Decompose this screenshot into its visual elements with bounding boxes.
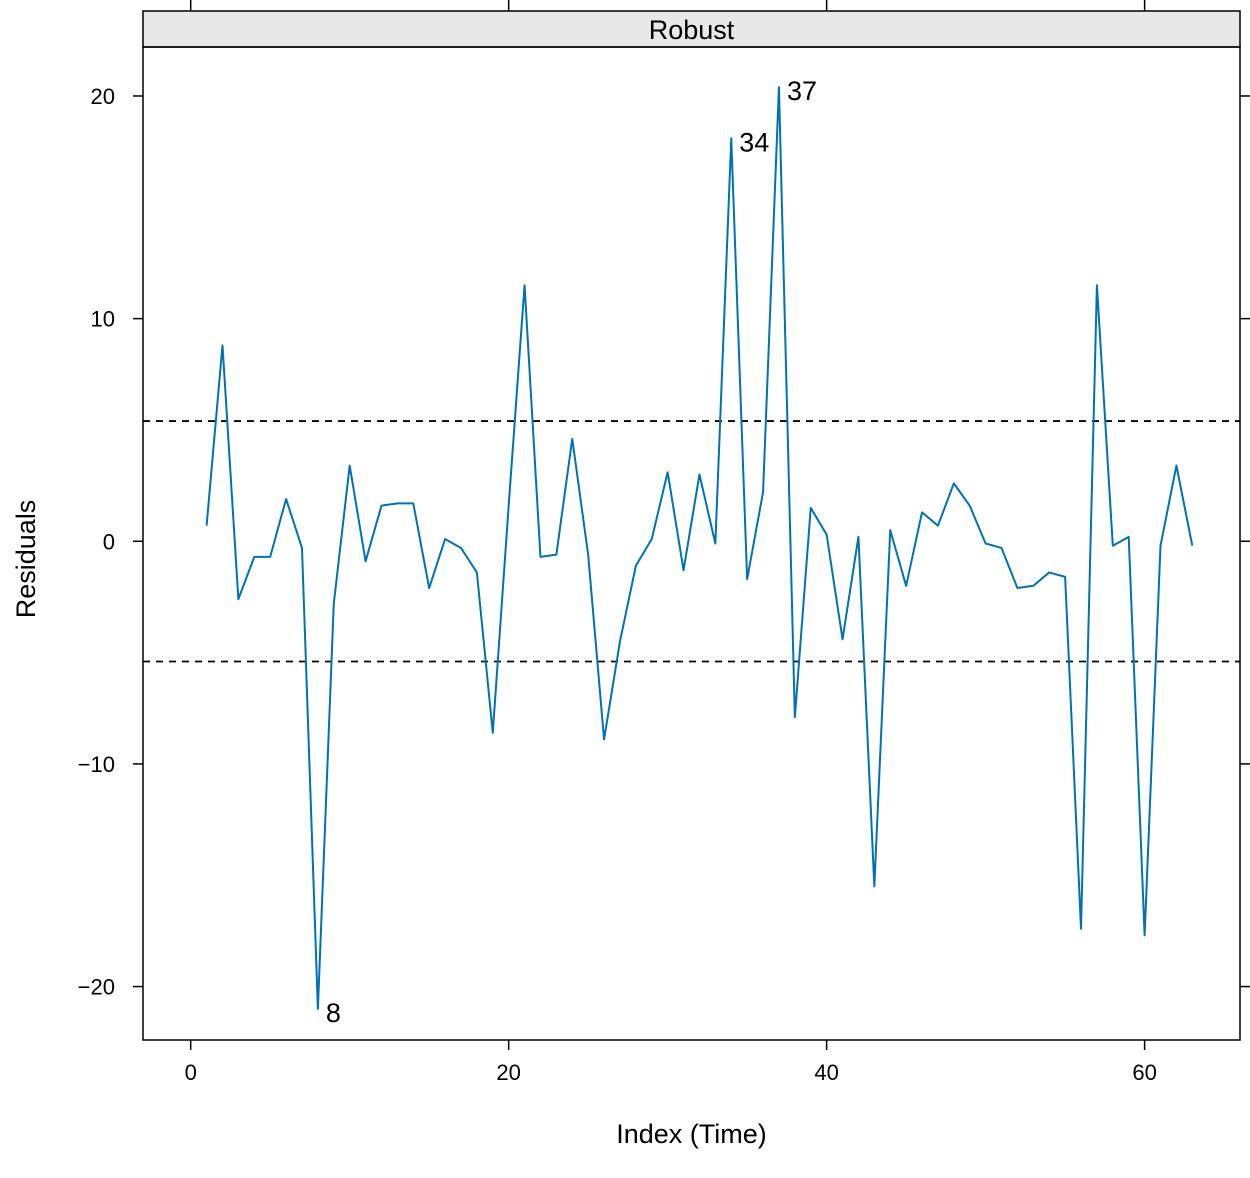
plot-frame xyxy=(142,46,1241,1041)
x-tick-label: 0 xyxy=(185,1060,197,1085)
y-tick-label: −20 xyxy=(78,975,115,1000)
y-tick-label: 10 xyxy=(91,307,115,332)
panel-strip xyxy=(142,10,1241,48)
reference-lines xyxy=(143,420,1240,663)
x-tick-label: 40 xyxy=(814,1060,838,1085)
outlier-label: 34 xyxy=(739,127,769,157)
y-tick-label: 0 xyxy=(103,529,115,554)
y-tick-label: 20 xyxy=(91,84,115,109)
x-tick-label: 20 xyxy=(496,1060,520,1085)
outlier-annotations: 8 34 37 xyxy=(326,76,817,1028)
x-axis-label: Index (Time) xyxy=(616,1119,767,1149)
outlier-label: 37 xyxy=(787,76,817,106)
outlier-label: 8 xyxy=(326,998,341,1028)
series-group xyxy=(205,86,1194,1010)
y-axis-label: Residuals xyxy=(11,500,41,619)
y-axis: −20 −10 0 10 20 xyxy=(78,84,143,1000)
panel-title: Robust xyxy=(649,15,735,45)
x-tick-label: 60 xyxy=(1132,1060,1156,1085)
series-line xyxy=(205,86,1194,1010)
top-axis-ticks xyxy=(189,0,1146,11)
y-tick-label: −10 xyxy=(78,752,115,777)
right-axis-ticks xyxy=(1240,95,1250,988)
x-axis: 0 20 40 60 xyxy=(185,1040,1157,1085)
